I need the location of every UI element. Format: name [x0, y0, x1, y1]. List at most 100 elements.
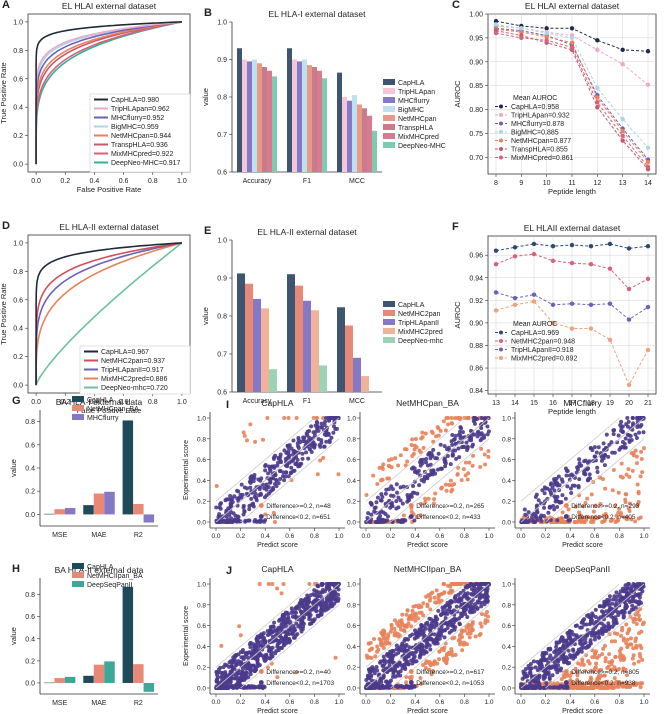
purple-point	[418, 460, 423, 465]
purple-point	[371, 684, 376, 689]
x-tick-label: 1.0	[639, 533, 648, 540]
legend-label: NetMHCIIpan_BA	[87, 573, 143, 580]
purple-point	[241, 685, 246, 690]
orange-point	[423, 431, 428, 436]
purple-point	[438, 612, 443, 617]
purple-point	[477, 600, 482, 605]
purple-point	[309, 449, 314, 454]
orange-point	[389, 457, 394, 462]
purple-point	[403, 518, 408, 523]
purple-point	[582, 459, 587, 464]
y-tick-label: 0.90	[469, 320, 483, 327]
x-tick-label: 20	[625, 400, 633, 407]
purple-point	[327, 438, 332, 443]
x-tick-label: 9	[519, 180, 523, 187]
purple-point	[379, 680, 384, 685]
legend-label: Difference<0.2, n=938	[571, 680, 636, 687]
bar	[342, 97, 347, 172]
orange-point	[417, 603, 422, 608]
y-tick-label: 0.86	[469, 366, 483, 373]
x-tick-label: MSE	[52, 700, 68, 707]
purple-point	[251, 479, 256, 484]
orange-point	[373, 654, 378, 659]
purple-point	[454, 604, 459, 609]
legend-title: Mean AUROC	[513, 95, 557, 102]
orange-point	[631, 653, 636, 658]
lower-band-line	[240, 438, 340, 523]
x-tick-label: 1.0	[484, 699, 493, 706]
purple-point	[327, 584, 332, 589]
diagonal-line	[520, 417, 645, 523]
data-point	[512, 295, 518, 301]
bar	[54, 677, 65, 683]
x-tick-label: 0.6	[590, 699, 599, 706]
orange-point	[597, 475, 602, 480]
purple-point	[244, 670, 249, 675]
orange-point	[375, 482, 380, 487]
panel-letter: G	[12, 395, 21, 407]
orange-point	[314, 416, 319, 420]
legend-label: CapHLA=0.980	[111, 97, 159, 104]
legend-marker	[499, 356, 503, 360]
x-tick-label: 0.0	[361, 699, 370, 706]
purple-point	[372, 667, 377, 672]
purple-point	[249, 496, 254, 501]
purple-point	[215, 674, 220, 679]
purple-point	[522, 520, 527, 524]
legend-label: Difference>=0.2, n=617	[416, 669, 484, 676]
purple-point	[606, 600, 611, 605]
purple-point	[400, 501, 405, 506]
purple-point	[467, 609, 472, 614]
orange-point	[628, 642, 633, 647]
purple-point	[522, 507, 527, 512]
purple-point	[322, 608, 327, 613]
purple-point	[309, 424, 314, 429]
y-axis-label: True Positive Rate	[0, 62, 8, 123]
orange-point	[289, 478, 294, 483]
purple-point	[436, 451, 441, 456]
legend-label: TripHLApanII	[398, 320, 439, 327]
x-tick-label: 10	[543, 180, 551, 187]
purple-point	[425, 463, 430, 468]
bar	[262, 67, 267, 172]
bar	[83, 675, 94, 683]
purple-point	[224, 508, 229, 513]
purple-point	[449, 599, 454, 604]
purple-point	[576, 485, 581, 490]
purple-point	[445, 454, 450, 459]
purple-point	[403, 644, 408, 649]
y-tick-label: 0.2	[197, 499, 206, 506]
orange-point	[318, 458, 323, 463]
orange-point	[640, 470, 645, 475]
orange-point	[620, 475, 625, 480]
purple-point	[247, 479, 252, 484]
purple-point	[239, 663, 244, 668]
purple-point	[262, 640, 267, 645]
purple-point	[629, 607, 634, 612]
purple-point	[586, 466, 591, 471]
orange-point	[365, 655, 370, 660]
x-tick-label: 15	[530, 400, 538, 407]
orange-point	[465, 477, 470, 482]
y-tick-label: 0.8	[347, 436, 356, 443]
purple-point	[247, 518, 252, 523]
orange-point	[443, 428, 448, 433]
x-tick-label: 16	[549, 400, 557, 407]
purple-point	[372, 509, 377, 514]
orange-point	[426, 496, 431, 501]
x-tick-label: 0.4	[566, 699, 575, 706]
orange-point	[482, 452, 487, 457]
purple-point	[306, 438, 311, 443]
orange-point	[430, 590, 435, 595]
orange-point	[622, 515, 627, 520]
legend-label: Difference>=0.2, n=48	[266, 503, 331, 510]
purple-point	[596, 616, 601, 621]
purple-point	[420, 648, 425, 653]
bar	[245, 283, 253, 392]
purple-point	[273, 473, 278, 478]
purple-point	[394, 499, 399, 504]
x-tick-label: 13	[619, 180, 627, 187]
orange-point	[611, 467, 616, 472]
data-point	[626, 317, 632, 322]
data-point	[569, 301, 575, 306]
